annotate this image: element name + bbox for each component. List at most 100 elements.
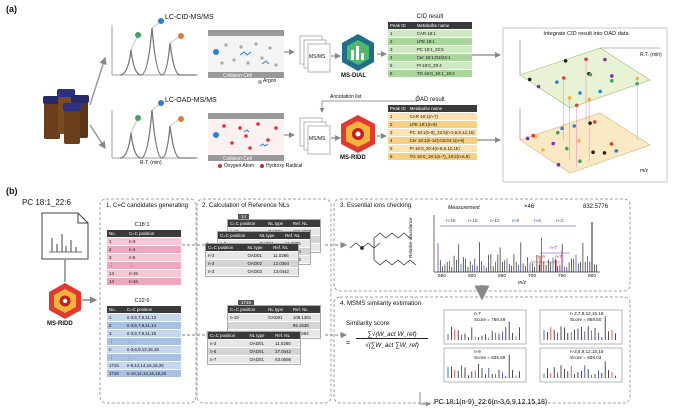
table-cell: 1716 <box>107 369 125 378</box>
table-header-cell: C=C position <box>228 306 267 314</box>
metabolite-dot <box>598 89 602 94</box>
table-header-cell: C=C position <box>127 230 181 238</box>
table-cell: n <box>107 345 125 354</box>
metabolite-dot <box>536 84 541 89</box>
table-cell: 2 <box>388 37 415 46</box>
oad-collision-cell-label: Collision Cell <box>223 156 252 162</box>
table-cell: 5 <box>388 144 408 153</box>
table-row: 2 LPE 18:1 <box>388 37 472 46</box>
table-cell: n-3 <box>127 237 181 246</box>
table-cell: 13.0442 <box>271 267 298 276</box>
table-header-cell: NL type <box>257 232 284 240</box>
lipid-name: PC 18:1_22:6 <box>22 198 71 207</box>
c226-table: No. C=C position 1 n-3,5,7,9,11,13 2 n-3,5,7,… <box>107 306 181 378</box>
table-header-row: C=C position NL type Ref. NL <box>228 220 320 228</box>
table-cell: Cer 18:1(n-14);O2/24:1(n-9) <box>407 136 477 145</box>
table-cell: OAD01 <box>247 347 274 356</box>
mini-score-label: Score = 869.50 <box>570 317 602 322</box>
table-cell: 63.0598 <box>273 355 300 364</box>
table-cell: n-3,5,7,9,11,15 <box>124 329 181 338</box>
cid-method-label: LC-CID-MS/MS <box>165 14 214 21</box>
step2-title: 2. Calculation of Reference NLs <box>202 202 290 209</box>
table-header-row: C=C position NL type Ref. NL <box>206 244 298 252</box>
table-row: ⋮ ⋮ <box>107 337 181 346</box>
table-cell: 3 <box>107 253 127 262</box>
oad-msms-label: MS/MS <box>309 136 326 142</box>
ylabel: Relative abundance <box>408 217 413 258</box>
table-header-cell: No. <box>107 230 127 238</box>
table-header-cell: C=C position <box>124 306 181 314</box>
integrate-axis-mz: m/z <box>640 168 649 174</box>
oad-result-title: OAD result <box>415 97 445 103</box>
table-cell: 11.0286 <box>271 251 298 260</box>
step1-title: 1. C=C candidates generating <box>106 202 189 209</box>
xlabel: m/z <box>518 280 527 286</box>
table-row: ⋮ ⋮ <box>107 261 181 270</box>
table-cell: 91.1694 <box>290 329 320 338</box>
blue-nl-label: n-6 <box>534 219 541 224</box>
table-header-cell: C=C position <box>218 232 258 240</box>
table-row: 95.1538 <box>228 321 320 330</box>
table-cell: ⋮ <box>124 353 181 362</box>
table-cell: ⋮ <box>107 353 125 362</box>
table-row: 5 PI 18:0_20:4(n-6,9,12,15) <box>388 144 477 153</box>
table-cell: n-4 <box>127 245 181 254</box>
table-row: n-10 OAD01 109.1381 <box>228 313 320 322</box>
oad-collision-cell <box>208 113 284 168</box>
oxygen-legend: Oxygen Atom <box>224 163 255 169</box>
metabolite-dot <box>572 124 577 128</box>
table-row: 14 n-16 <box>107 277 181 286</box>
table-cell <box>228 321 267 330</box>
cid-3d-plane <box>519 40 660 109</box>
metabolite-dot <box>610 74 614 78</box>
ref-top-tab: 14 <box>238 214 250 219</box>
table-cell: 37.0442 <box>273 347 300 356</box>
step2-panel <box>196 198 332 404</box>
table-row: 1 CAR 18:1 <box>388 29 472 38</box>
table-cell: 109.1381 <box>290 313 320 322</box>
metabolite-dot <box>551 141 556 146</box>
table-header-cell: Metabolite name <box>414 22 472 30</box>
similarity-title: Similarity score <box>346 320 390 327</box>
metabolite-dot <box>561 76 566 80</box>
table-cell: PI 18:0_20:4(n-6,9,12,15) <box>407 144 477 153</box>
oad-method-label: LC-OAD-MS/MS <box>165 97 217 104</box>
table-cell: PC 18:1_22:5 <box>414 45 472 54</box>
cid-collision-cell <box>208 30 284 84</box>
table-cell: 14 <box>107 277 127 286</box>
table-header-row: C=C position NL type Ref. NL <box>208 332 300 340</box>
table-header-cell: Ref. NL <box>271 244 298 252</box>
table-row: 2 LPE 18:1(n-9) <box>388 120 477 129</box>
table-cell: ⋮ <box>107 337 125 346</box>
table-row: 3 n-3,5,7,9,11,15 <box>107 329 181 338</box>
metabolite-dot <box>577 138 581 143</box>
metabolite-dot <box>588 72 593 77</box>
table-header-cell: NL type <box>266 306 291 314</box>
table-header-row: No. C=C position <box>107 230 181 238</box>
table-row: ⋮ ⋮ <box>107 353 181 362</box>
table-cell: n-10 <box>228 313 267 322</box>
c181-title: C18:1 <box>134 222 150 228</box>
mini-candidate-label: n-3,7,9,12,15,18 <box>570 311 604 316</box>
cid-collision-cell-label: Collision Cell <box>223 73 252 79</box>
metabolite-dot <box>614 149 619 153</box>
table-cell: 6 <box>388 69 415 78</box>
table-cell: OAD02 <box>245 259 272 268</box>
table-cell: ⋮ <box>107 261 127 270</box>
blue-nl-label: n-9 <box>512 219 519 224</box>
table-cell: 4 <box>388 136 408 145</box>
x-tick-label: 550 <box>438 274 447 279</box>
table-cell: n-16 <box>127 277 181 286</box>
table-cell: n-3,5,7,9,11,14 <box>124 321 181 330</box>
table-cell: OAD01 <box>247 339 274 348</box>
table-cell: Cer 18:1;O2/24:1 <box>414 53 472 62</box>
metabolite-dot <box>531 133 536 138</box>
table-header-cell: Metabolite name <box>407 105 477 113</box>
oad-msms-sheets <box>299 117 331 155</box>
metabolite-dot <box>609 142 614 146</box>
table-cell: n-5 <box>127 253 181 262</box>
mini-candidate-label: n-3,6,9,12,15,18 <box>570 349 604 354</box>
table-cell: 11.0286 <box>273 339 300 348</box>
table-cell: OAD03 <box>245 267 272 276</box>
